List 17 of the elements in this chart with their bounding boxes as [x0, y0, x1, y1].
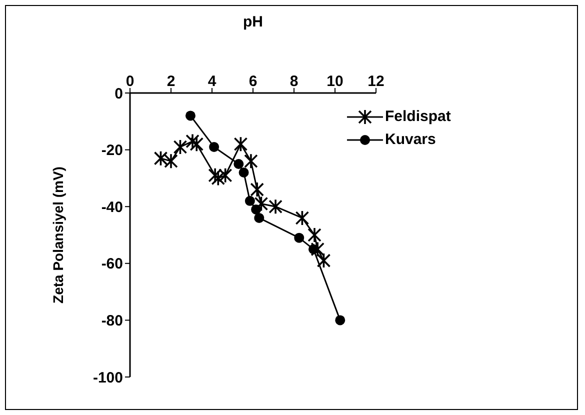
legend-label: Feldispat [385, 108, 451, 125]
x-tick-label: 6 [248, 73, 258, 90]
y-tick-label: -80 [101, 312, 123, 330]
x-tick-label: 8 [290, 73, 298, 90]
y-tick-label: 0 [114, 85, 123, 102]
y-tick-label: -100 [92, 369, 123, 386]
legend-label: Kuvars [385, 131, 436, 148]
x-tick-label: 12 [368, 73, 384, 90]
x-tick-label: 0 [126, 73, 134, 90]
x-axis-title: pH [243, 14, 263, 31]
y-axis-title: Zeta Polansiyel (mV) [50, 166, 66, 304]
y-tick-label: -20 [101, 142, 123, 160]
y-tick-label: -40 [101, 198, 123, 216]
x-tick-label: 2 [166, 73, 176, 90]
y-tick-label: -60 [101, 256, 123, 273]
x-tick-label: 4 [208, 73, 217, 90]
x-tick-label: 10 [326, 73, 344, 90]
